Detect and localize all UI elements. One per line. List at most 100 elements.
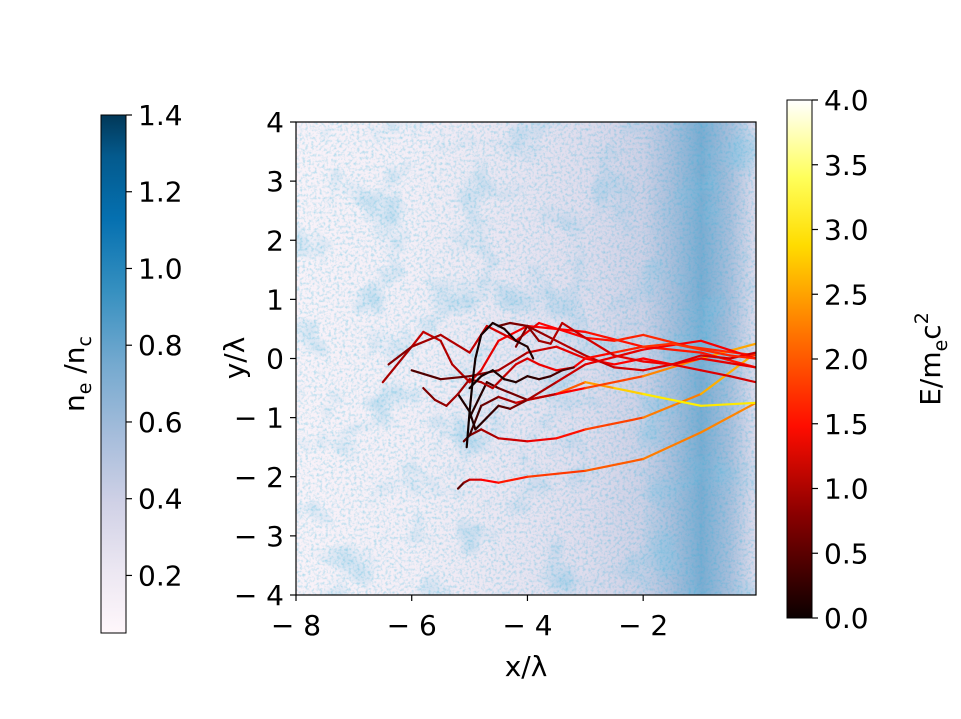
trajectory-segment [503, 327, 518, 342]
y-tick-label: − 3 [234, 520, 284, 553]
trajectory-segment [642, 339, 703, 351]
y-tick-label: − 4 [234, 579, 284, 612]
trajectory-segment [613, 387, 645, 396]
trajectory-segment [584, 330, 645, 348]
trajectory-segment [497, 475, 529, 484]
trajectory-segment [480, 339, 500, 372]
energy-colorbar-label: E/mec2 [911, 312, 952, 406]
energy-colorbar-ticks: 0.0 0.5 1.0 1.5 2.0 2.5 3.0 3.5 4.0 [812, 84, 869, 635]
trajectory-segment [584, 336, 616, 357]
trajectory-segment [699, 401, 756, 434]
trajectory-segment [456, 378, 471, 396]
y-tick-label: 1 [266, 283, 284, 316]
trajectory-segment [526, 381, 558, 401]
x-tick-label: − 4 [502, 609, 552, 642]
trajectory-segment [728, 351, 756, 360]
trajectory-segment [514, 324, 529, 348]
trajectory-segment [555, 363, 587, 384]
main-plot: − 8 − 6 − 4 − 2 − 4 − 3 − 2 − 1 0 1 2 3 4 x/λ y/λ [218, 106, 757, 683]
trajectory-segment [699, 354, 732, 360]
trajectory-segment [497, 404, 512, 410]
trajectory-segment [584, 375, 645, 390]
trajectory-segment [445, 392, 460, 407]
trajectory-segment [468, 381, 488, 419]
trajectory-segment [480, 321, 494, 336]
energy-colorbar: 0.0 0.5 1.0 1.5 2.0 2.5 3.0 3.5 4.0 E/mec2 [786, 84, 952, 635]
density-colorbar: 0.2 0.4 0.6 0.8 1.0 1.2 1.4 ne /nc [58, 99, 183, 634]
y-tick-label: − 2 [234, 461, 284, 494]
trajectory-segment [439, 339, 454, 366]
trajectory-segment [497, 321, 512, 328]
trajectory-segment [422, 387, 436, 401]
trajectory-segment [613, 333, 645, 342]
trajectory-segment [439, 375, 471, 381]
trajectory [422, 342, 756, 407]
trajectory-segment [526, 345, 535, 360]
trajectory-segment [584, 457, 645, 472]
trajectory-segment [642, 363, 674, 372]
y-axis-label: y/λ [218, 337, 251, 380]
trajectory-segment [468, 381, 474, 413]
trajectory-segment [526, 392, 558, 401]
x-tick-label: − 6 [387, 609, 437, 642]
trajectory [468, 366, 575, 390]
trajectory [514, 321, 756, 384]
trajectory-segment [480, 428, 500, 440]
trajectory-segment [485, 324, 518, 342]
trajectory-segment [613, 354, 645, 363]
trajectory-segment [642, 360, 674, 366]
trajectory-segment [526, 375, 541, 381]
trajectory-segment [670, 363, 703, 372]
trajectory-segment [555, 339, 587, 357]
trajectory-segment [613, 366, 645, 372]
y-tick-label: 3 [266, 165, 284, 198]
density-colorbar-ticks: 0.2 0.4 0.6 0.8 1.0 1.2 1.4 [126, 99, 183, 592]
trajectory-segment [514, 339, 529, 348]
density-colorbar-tick-label: 0.4 [138, 483, 183, 516]
trajectory-segment [497, 387, 529, 401]
trajectory-segment [468, 428, 483, 437]
trajectory-segment [699, 401, 756, 407]
trajectory-segment [485, 381, 500, 390]
energy-colorbar-tick-label: 3.5 [824, 149, 869, 182]
trajectory-segment [468, 410, 477, 431]
trajectory-segment [526, 437, 558, 443]
trajectory-segment [474, 416, 488, 431]
density-colorbar-tick-label: 0.6 [138, 406, 183, 439]
trajectory-segment [456, 392, 471, 413]
trajectory [462, 351, 756, 443]
trajectory-segment [537, 375, 552, 381]
trajectory-segment [728, 354, 756, 360]
trajectory-segment [491, 369, 506, 381]
trajectory-segment [642, 392, 703, 419]
energy-colorbar-tick-label: 3.0 [824, 214, 869, 247]
trajectory-segment [497, 437, 529, 443]
trajectory-segment [613, 345, 645, 354]
trajectory-segment [561, 321, 587, 339]
trajectory-segment [509, 398, 529, 410]
energy-colorbar-tick-label: 0.5 [824, 537, 869, 570]
trajectory-segment [728, 375, 756, 384]
y-tick-label: 0 [266, 343, 284, 376]
y-axis-ticks: − 4 − 3 − 2 − 1 0 1 2 3 4 [234, 106, 296, 612]
trajectory-segment [465, 410, 471, 449]
trajectory-segment [670, 354, 703, 366]
trajectory [456, 339, 756, 431]
trajectory-segment [526, 324, 558, 342]
trajectory-segment [480, 478, 500, 484]
trajectory-segment [497, 351, 529, 372]
trajectory-segment [410, 333, 442, 348]
density-colorbar-tick-label: 0.2 [138, 559, 183, 592]
trajectory-segment [509, 321, 529, 328]
trajectory-segment [526, 345, 558, 354]
trajectory-segment [514, 357, 529, 366]
x-tick-label: − 2 [618, 609, 668, 642]
trajectory-segment [451, 363, 465, 378]
trajectory-segment [537, 339, 552, 345]
trajectory-segment [526, 357, 541, 366]
trajectory-segment [456, 481, 465, 490]
trajectory-segment [471, 357, 477, 384]
trajectory-segment [497, 395, 518, 404]
trajectory-segment [433, 398, 448, 407]
